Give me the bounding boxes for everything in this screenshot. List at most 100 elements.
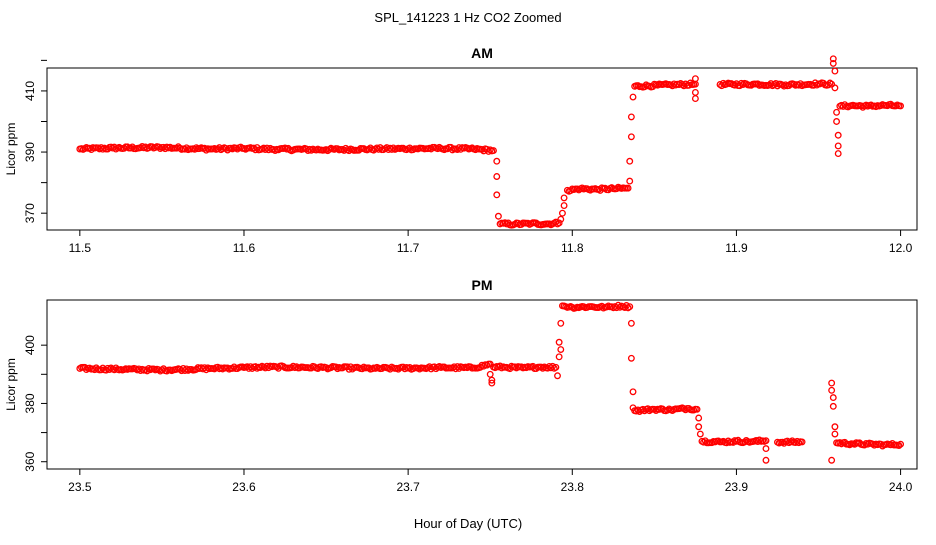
pm-point-412 [741, 438, 749, 446]
pm-panel-title: PM [472, 277, 493, 293]
am-point-452 [829, 59, 837, 67]
am-point-245 [478, 146, 486, 153]
pm-point-342 [629, 388, 637, 396]
pm-point-114 [263, 362, 271, 370]
pm-panel: PM Licor ppm 23.5 23.6 23.7 23.8 23.9 24.0 360 38… [4, 277, 918, 494]
pm-x-tick-label-5: 24.0 [889, 480, 913, 494]
am-x-tick-label-4: 11.9 [725, 241, 748, 255]
pm-point-447 [829, 402, 837, 410]
am-x-tick-label-5: 12.0 [889, 241, 913, 255]
am-point-340 [629, 93, 637, 101]
pm-y-tick-label-2: 400 [23, 335, 37, 355]
am-point-256 [494, 212, 502, 220]
am-point-337 [626, 157, 634, 165]
am-point-336 [626, 177, 634, 185]
am-y-tick-label-1: 390 [23, 142, 37, 162]
pm-point-132 [293, 363, 300, 371]
am-point-497 [897, 102, 905, 110]
pm-point-489 [895, 442, 903, 449]
pm-point-341 [627, 354, 635, 362]
am-point-89 [222, 144, 230, 152]
pm-point-446 [829, 394, 837, 402]
pm-y-tick-label-1: 380 [23, 393, 37, 413]
am-point-453 [831, 67, 839, 75]
am-x-tick-label-3: 11.8 [561, 241, 584, 255]
am-point-44 [148, 143, 156, 151]
am-point-459 [834, 150, 842, 158]
am-point-268 [514, 219, 522, 227]
pm-point-284 [539, 364, 547, 372]
am-point-380 [691, 89, 699, 96]
am-point-6 [86, 144, 94, 152]
pm-point-364 [664, 406, 671, 414]
pm-point-141 [307, 364, 315, 372]
pm-point-384 [695, 423, 703, 431]
pm-point-253 [488, 379, 496, 387]
am-point-252 [490, 147, 497, 154]
pm-point-453 [836, 439, 844, 447]
figure-x-axis-label: Hour of Day (UTC) [414, 516, 522, 531]
pm-point-478 [877, 440, 885, 448]
am-point-141 [307, 146, 315, 154]
am-point-379 [691, 75, 699, 83]
pm-point-110 [256, 364, 264, 371]
am-point-458 [834, 142, 842, 150]
am-point-335 [624, 184, 632, 192]
pm-x-tick-label-0: 23.5 [68, 480, 92, 494]
am-point-339 [627, 113, 635, 121]
am-point-454 [831, 84, 839, 92]
am-point-191 [389, 144, 397, 152]
pm-point-251 [486, 370, 494, 378]
pm-x-tick-label-4: 23.9 [725, 480, 749, 494]
am-point-291 [552, 218, 560, 226]
am-x-tick-label-0: 11.5 [69, 241, 92, 255]
pm-point-93 [229, 364, 236, 372]
pm-point-296 [557, 346, 565, 353]
am-series-markers [76, 55, 905, 229]
am-point-296 [560, 202, 568, 209]
am-point-164 [345, 147, 353, 155]
pm-point-445 [828, 386, 836, 394]
pm-point-104 [247, 363, 254, 371]
pm-point-448 [831, 423, 839, 431]
am-point-456 [833, 118, 841, 125]
am-point-328 [613, 185, 621, 193]
pm-point-150 [322, 364, 330, 372]
pm-point-18 [105, 366, 113, 373]
pm-point-382 [693, 405, 701, 413]
am-point-384 [719, 79, 727, 87]
pm-point-216 [430, 363, 438, 371]
am-point-27 [120, 144, 128, 152]
am-x-tick-label-1: 11.6 [233, 241, 256, 255]
pm-point-443 [798, 438, 806, 446]
am-point-48 [155, 143, 163, 151]
am-point-253 [493, 157, 501, 165]
pm-point-450 [828, 456, 836, 464]
pm-point-297 [557, 319, 565, 327]
am-point-64 [181, 145, 189, 153]
pm-point-356 [650, 405, 658, 413]
pm-point-21 [110, 366, 118, 374]
pm-point-490 [897, 440, 905, 448]
am-y-tick-label-2: 410 [23, 81, 37, 101]
pm-x-tick-label-2: 23.7 [396, 480, 420, 494]
pm-point-425 [762, 437, 770, 445]
am-point-448 [824, 81, 832, 89]
pm-point-449 [831, 430, 839, 438]
pm-point-333 [616, 303, 624, 311]
am-point-42 [145, 144, 153, 152]
panels-group: AM Licor ppm 11.5 11.6 11.7 11.8 11.9 12.0 370 39… [4, 45, 918, 494]
pm-x-tick-label-1: 23.6 [232, 480, 256, 494]
am-point-338 [627, 133, 635, 141]
am-y-tick-label-0: 370 [23, 203, 37, 223]
am-point-321 [601, 184, 609, 192]
am-point-254 [493, 173, 501, 180]
am-point-84 [214, 145, 222, 153]
figure-title: SPL_141223 1 Hz CO2 Zoomed [374, 10, 561, 25]
am-point-29 [123, 143, 131, 151]
pm-point-385 [696, 430, 704, 438]
pm-point-427 [762, 456, 770, 464]
pm-point-383 [695, 414, 703, 422]
pm-point-339 [626, 303, 634, 311]
